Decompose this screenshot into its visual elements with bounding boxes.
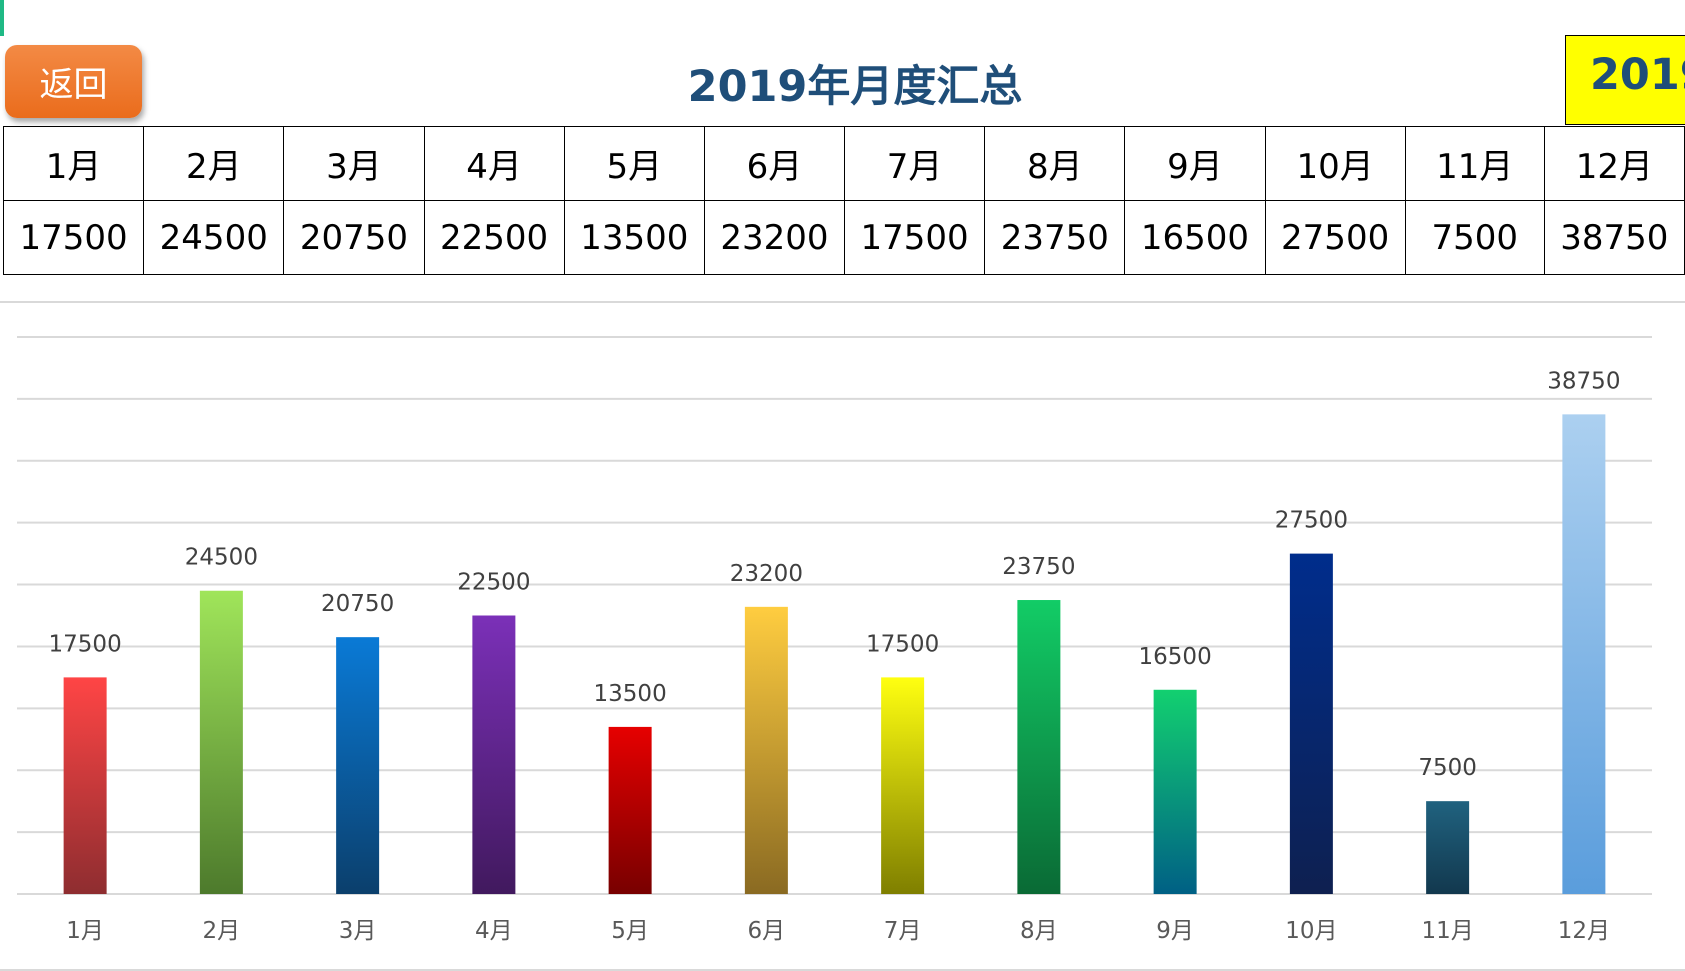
bar: [744, 606, 788, 894]
year-box: 2019: [1565, 35, 1685, 125]
month-header-cell: 3月: [283, 126, 425, 201]
month-header-cell: 12月: [1543, 126, 1685, 201]
bar: [63, 677, 107, 894]
bar: [199, 590, 243, 894]
values-row: 17500 24500 20750 22500 13500 23200 17500 23750…: [2, 200, 1685, 275]
x-tick-label: 2月: [203, 918, 241, 944]
bar: [1426, 801, 1470, 894]
x-tick-label: 4月: [475, 918, 513, 944]
data-label: 16500: [1139, 644, 1212, 670]
month-value-cell: 27500: [1264, 200, 1406, 275]
x-tick-label: 6月: [748, 918, 786, 944]
x-tick-label: 7月: [884, 918, 922, 944]
bar: [336, 637, 380, 894]
x-tick-label: 10月: [1285, 918, 1337, 944]
months-row: 1月 2月 3月 4月 5月 6月 7月 8月 9月 10月 11月 12月: [2, 126, 1685, 201]
page-title: 2019年月度汇总: [687, 62, 1023, 112]
bar: [472, 615, 516, 894]
cell-cursor: [0, 0, 4, 36]
data-label: 27500: [1275, 508, 1348, 534]
month-value-cell: 17500: [844, 200, 986, 275]
x-tick-label: 1月: [66, 918, 104, 944]
divider: [0, 301, 1685, 303]
data-label: 23750: [1002, 554, 1075, 580]
x-tick-label: 5月: [611, 918, 649, 944]
month-value-cell: 13500: [563, 200, 705, 275]
data-label: 17500: [866, 631, 939, 657]
month-value-cell: 22500: [423, 200, 565, 275]
month-value-cell: 23750: [984, 200, 1126, 275]
bar: [881, 677, 925, 894]
month-value-cell: 16500: [1124, 200, 1266, 275]
data-label: 7500: [1418, 755, 1477, 781]
month-value-cell: 24500: [143, 200, 285, 275]
back-button[interactable]: 返回: [5, 45, 142, 118]
divider: [0, 969, 1685, 971]
bar: [1562, 414, 1606, 894]
month-value-cell: 7500: [1404, 200, 1545, 275]
month-value-cell: 17500: [2, 200, 145, 275]
x-tick-label: 12月: [1558, 918, 1610, 944]
bar: [1289, 553, 1333, 894]
bar: [1017, 600, 1061, 894]
month-header-cell: 9月: [1124, 126, 1266, 201]
x-tick-label: 3月: [339, 918, 377, 944]
month-header-cell: 1月: [2, 126, 145, 201]
data-label: 22500: [457, 570, 530, 596]
x-tick-label: 9月: [1156, 918, 1194, 944]
x-tick-label: 8月: [1020, 918, 1058, 944]
data-label: 17500: [49, 631, 122, 657]
data-label: 38750: [1547, 368, 1620, 394]
month-value-cell: 23200: [703, 200, 846, 275]
bar: [608, 726, 652, 894]
summary-table: 1月 2月 3月 4月 5月 6月 7月 8月 9月 10月 11月 12月 17500 24500 20…: [2, 126, 1685, 275]
data-label: 13500: [594, 681, 667, 707]
month-header-cell: 10月: [1264, 126, 1406, 201]
month-header-cell: 6月: [703, 126, 846, 201]
data-label: 23200: [730, 561, 803, 587]
month-header-cell: 11月: [1404, 126, 1545, 201]
month-value-cell: 38750: [1543, 200, 1685, 275]
month-header-cell: 8月: [984, 126, 1126, 201]
data-label: 24500: [185, 545, 258, 571]
month-header-cell: 5月: [563, 126, 705, 201]
data-label: 20750: [321, 591, 394, 617]
bar: [1153, 689, 1197, 894]
x-tick-label: 11月: [1421, 918, 1473, 944]
